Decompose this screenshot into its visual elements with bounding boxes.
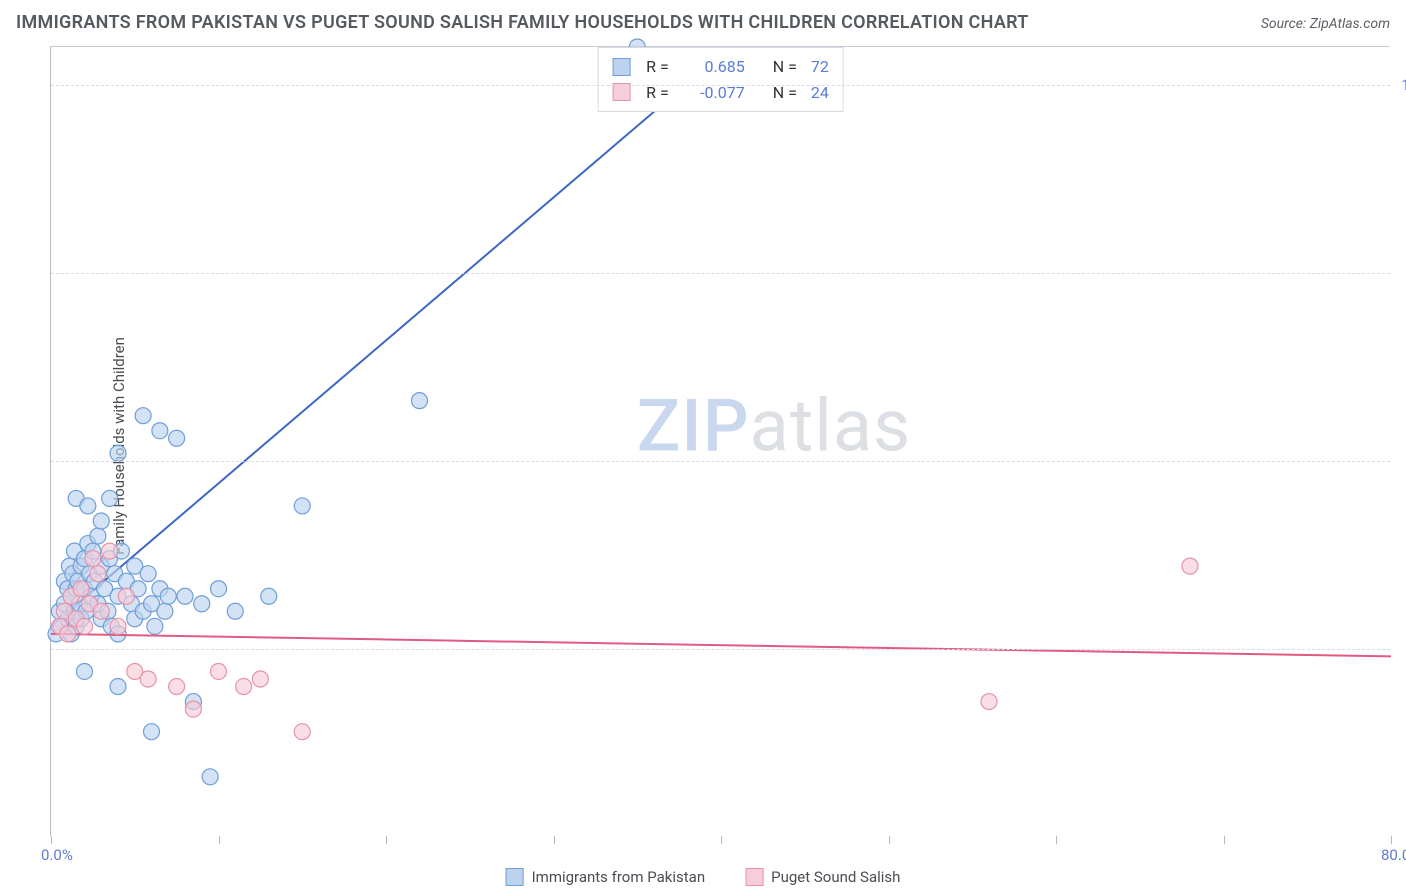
r-label: R = (646, 54, 669, 80)
n-value: 24 (811, 80, 829, 106)
data-point (294, 724, 310, 740)
data-point (194, 596, 210, 612)
n-label: N = (773, 54, 797, 80)
data-point (147, 618, 163, 634)
legend-series-item: Puget Sound Salish (745, 868, 900, 886)
data-point (157, 603, 173, 619)
legend-swatch (612, 83, 630, 101)
x-tick (1056, 836, 1057, 844)
data-point (73, 581, 89, 597)
x-tick (219, 836, 220, 844)
data-point (110, 618, 126, 634)
data-point (160, 588, 176, 604)
data-point (77, 618, 93, 634)
trend-line (51, 55, 721, 627)
plot-area: ZIPatlas R =0.685N =72R =-0.077N =24 25.… (50, 46, 1390, 836)
correlation-legend: R = 0.685 N = 72 R = -0.077 N = 24 (597, 47, 844, 112)
data-point (90, 566, 106, 582)
data-point (93, 513, 109, 529)
data-point (90, 528, 106, 544)
data-point (118, 588, 134, 604)
x-tick (554, 836, 555, 844)
legend-correlation-row: R = -0.077 N = 24 (612, 80, 829, 106)
legend-correlation-row: R = 0.685 N = 72 (612, 54, 829, 80)
legend-series-label: Puget Sound Salish (771, 868, 900, 886)
gridline-h (51, 273, 1390, 274)
data-point (227, 603, 243, 619)
x-tick (386, 836, 387, 844)
data-point (169, 679, 185, 695)
x-tick (889, 836, 890, 844)
chart-svg (51, 47, 1390, 836)
title-bar: IMMIGRANTS FROM PAKISTAN VS PUGET SOUND … (16, 12, 1390, 33)
gridline-h (51, 649, 1390, 650)
source-attribution: Source: ZipAtlas.com (1261, 16, 1390, 32)
r-value: 0.685 (685, 54, 745, 80)
data-point (236, 679, 252, 695)
x-tick-label: 80.0% (1381, 846, 1406, 864)
data-point (1182, 558, 1198, 574)
data-point (412, 393, 428, 409)
data-point (60, 626, 76, 642)
data-point (211, 663, 227, 679)
data-point (144, 724, 160, 740)
data-point (152, 423, 168, 439)
data-point (102, 490, 118, 506)
data-point (110, 679, 126, 695)
x-tick (1391, 836, 1392, 844)
x-tick (1224, 836, 1225, 844)
data-point (110, 445, 126, 461)
gridline-h (51, 85, 1390, 86)
series-legend: Immigrants from Pakistan Puget Sound Sali… (506, 868, 901, 886)
r-label: R = (646, 80, 669, 106)
legend-series-item: Immigrants from Pakistan (506, 868, 706, 886)
legend-series-label: Immigrants from Pakistan (532, 868, 706, 886)
data-point (140, 671, 156, 687)
legend-swatch (612, 58, 630, 76)
data-point (135, 408, 151, 424)
data-point (169, 430, 185, 446)
data-point (85, 551, 101, 567)
x-tick (721, 836, 722, 844)
data-point (93, 603, 109, 619)
x-tick (51, 836, 52, 844)
n-label: N = (773, 80, 797, 106)
r-value: -0.077 (685, 80, 745, 106)
data-point (177, 588, 193, 604)
y-tick-label: 100.0% (1401, 76, 1406, 94)
data-point (294, 498, 310, 514)
data-point (140, 566, 156, 582)
data-point (981, 694, 997, 710)
x-tick-label: 0.0% (41, 846, 73, 864)
gridline-h (51, 461, 1390, 462)
data-point (77, 663, 93, 679)
trend-line (51, 634, 1391, 657)
data-point (202, 769, 218, 785)
chart-title: IMMIGRANTS FROM PAKISTAN VS PUGET SOUND … (16, 12, 1029, 33)
data-point (80, 498, 96, 514)
n-value: 72 (811, 54, 829, 80)
legend-swatch (745, 868, 763, 886)
data-point (261, 588, 277, 604)
data-point (252, 671, 268, 687)
data-point (185, 701, 201, 717)
legend-swatch (506, 868, 524, 886)
data-point (211, 581, 227, 597)
data-point (102, 543, 118, 559)
